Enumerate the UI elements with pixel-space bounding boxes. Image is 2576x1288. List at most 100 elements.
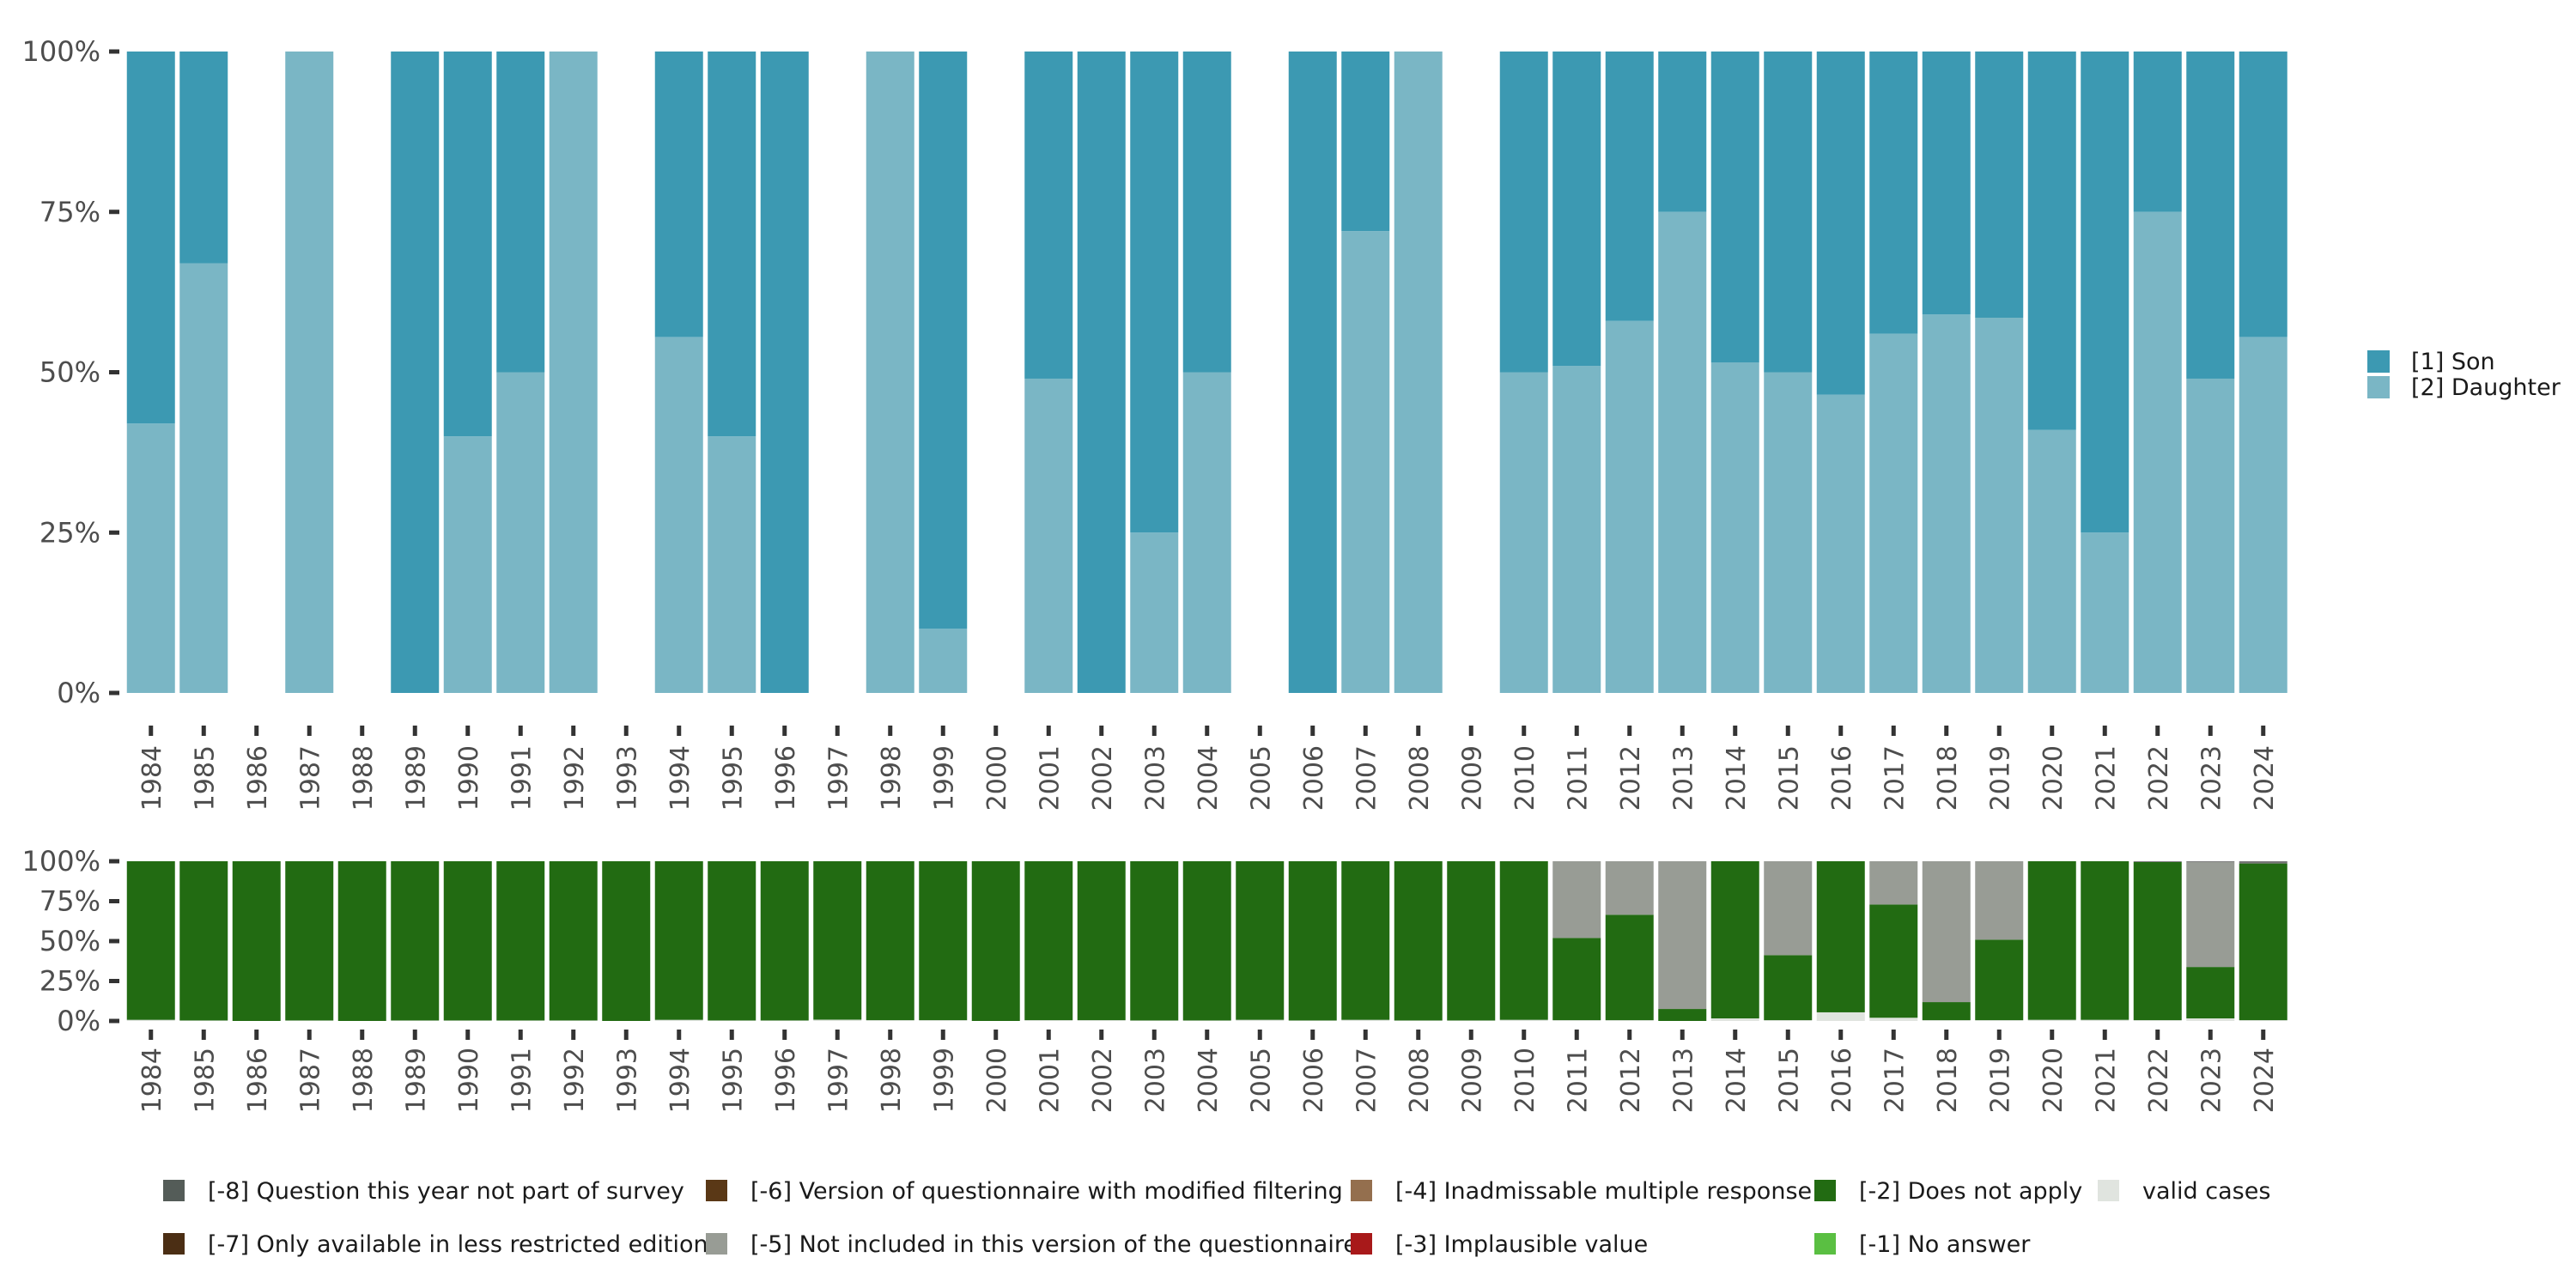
bar-segment-1987--2-does-not-apply <box>285 861 334 1021</box>
bar-segment-2010--2-daughter <box>1499 372 1548 693</box>
bar-segment-2022--2-does-not-apply <box>2133 861 2182 1021</box>
x-tick-label: 2005 <box>1246 1048 1276 1113</box>
bar-segment-2012--5-not-included-in-this-version-of-the-questionnaire <box>1605 861 1654 915</box>
bar-segment-2012--2-daughter <box>1605 320 1654 693</box>
bar-segment-2023--2-does-not-apply <box>2186 967 2235 1019</box>
x-tick-label: 1989 <box>401 745 431 811</box>
x-tick-label: 1994 <box>665 745 696 811</box>
legend-label: [-1] No answer <box>1859 1231 2031 1258</box>
bar-segment-2010--1-son <box>1499 52 1548 373</box>
x-tick-label: 2001 <box>1035 1048 1065 1113</box>
x-tick-label: 2010 <box>1510 745 1540 811</box>
x-tick-label: 1995 <box>718 745 748 811</box>
bar-segment-1989--2-does-not-apply <box>391 861 440 1021</box>
x-tick-label: 1994 <box>665 1048 696 1113</box>
x-tick-label: 1999 <box>929 745 959 811</box>
y-tick-label: 50% <box>39 356 100 389</box>
bar-segment-2001--2-daughter <box>1024 378 1073 693</box>
x-tick-label: 1990 <box>454 745 484 811</box>
bar-segment-1996--2-does-not-apply <box>760 861 809 1021</box>
x-tick-label: 2002 <box>1088 745 1118 811</box>
bar-segment-2008--2-daughter <box>1394 52 1443 693</box>
x-tick-label: 2021 <box>2091 745 2121 811</box>
bar-segment-1998--2-daughter <box>866 52 914 693</box>
x-tick-label: 1987 <box>295 1048 325 1113</box>
x-tick-label: 2010 <box>1510 1048 1540 1113</box>
x-tick-label: 2015 <box>1774 1048 1804 1113</box>
bar-segment-2015--2-daughter <box>1764 372 1813 693</box>
x-tick-label: 1992 <box>560 1048 590 1113</box>
x-tick-label: 1984 <box>137 745 167 811</box>
legend-label: [-6] Version of questionnaire with modif… <box>750 1178 1343 1205</box>
x-tick-label: 2018 <box>1933 1048 1963 1113</box>
bar-segment-1999-valid-cases <box>919 1020 968 1021</box>
x-tick-label: 2007 <box>1352 1048 1382 1113</box>
bar-segment-1999--2-does-not-apply <box>919 861 968 1021</box>
bar-segment-2015--5-not-included-in-this-version-of-the-questionnaire <box>1764 861 1813 956</box>
bar-segment-2016--1-son <box>1816 52 1865 395</box>
bar-segment-2018--2-daughter <box>1922 314 1971 693</box>
bar-segment-2002--1-son <box>1077 52 1126 693</box>
x-tick-label: 1997 <box>823 1048 854 1113</box>
bar-segment-1992--2-does-not-apply <box>549 861 598 1021</box>
x-tick-label: 2002 <box>1088 1048 1118 1113</box>
bar-segment-2011--1-son <box>1552 52 1601 367</box>
x-tick-label: 2011 <box>1563 745 1593 811</box>
y-tick-label: 100% <box>22 35 100 68</box>
bar-segment-2023--1-son <box>2186 52 2235 379</box>
bar-segment-2022--1-son <box>2133 52 2182 212</box>
x-tick-label: 1988 <box>349 745 379 811</box>
bar-segment-2010-valid-cases <box>1499 1019 1548 1021</box>
y-tick-label: 0% <box>57 1005 100 1037</box>
x-tick-label: 1997 <box>823 745 854 811</box>
bar-segment-2010--2-does-not-apply <box>1499 861 1548 1020</box>
x-tick-label: 2013 <box>1668 745 1698 811</box>
bar-segment-1991--1-son <box>496 52 545 373</box>
x-tick-label: 1992 <box>560 745 590 811</box>
x-tick-label: 2024 <box>2250 745 2280 811</box>
bar-segment-1985--2-does-not-apply <box>179 861 228 1021</box>
bar-segment-2023--2-daughter <box>2186 378 2235 693</box>
x-tick-label: 2020 <box>2038 1048 2069 1113</box>
bar-segment-2005-valid-cases <box>1236 1019 1285 1021</box>
bar-segment-2016--2-daughter <box>1816 394 1865 693</box>
bar-segment-2020-valid-cases <box>2027 1019 2076 1021</box>
bar-segment-1987--2-daughter <box>285 52 334 693</box>
bar-segment-2024--2-does-not-apply <box>2239 863 2287 1021</box>
top-chart-son-daughter: 0% 25% 50% 75% 100% 1984 1985 1986 1987 1988 1989 1… <box>22 35 2287 811</box>
bar-segment-2024--1-son <box>2239 52 2287 337</box>
bar-segment-2012--2-does-not-apply <box>1605 914 1654 1021</box>
bar-segment-2007--2-does-not-apply <box>1341 861 1390 1020</box>
bar-segment-1985--2-daughter <box>179 263 228 693</box>
bar-segment-1989--1-son <box>391 52 440 693</box>
bar-segment-2011--2-does-not-apply <box>1552 938 1601 1021</box>
bar-segment-2018--2-does-not-apply <box>1922 1002 1971 1021</box>
x-tick-label: 1991 <box>507 1048 537 1113</box>
x-tick-label: 2017 <box>1880 745 1910 811</box>
bar-segment-2018-valid-cases <box>1922 1020 1971 1021</box>
bar-segment-1984--2-does-not-apply <box>126 861 175 1020</box>
x-tick-label: 2016 <box>1827 1048 1857 1113</box>
bar-segment-1998-valid-cases <box>866 1020 914 1021</box>
bar-segment-2023--8-question-this-year-not-part-of-survey <box>2186 861 2235 862</box>
bar-segment-2017--2-does-not-apply <box>1869 904 1918 1018</box>
x-tick-label: 2014 <box>1722 745 1752 811</box>
bar-segment-1986--2-does-not-apply <box>232 861 281 1021</box>
bar-segment-2015--2-does-not-apply <box>1764 955 1813 1021</box>
bar-segment-2020--1-son <box>2027 52 2076 430</box>
legend-swatch <box>1814 1233 1836 1255</box>
bar-segment-2019--2-does-not-apply <box>1975 939 2024 1021</box>
bar-segment-2004--2-does-not-apply <box>1182 861 1231 1021</box>
x-tick-label: 2000 <box>982 745 1012 811</box>
x-tick-label: 1998 <box>877 745 907 811</box>
bar-segment-2011--2-daughter <box>1552 366 1601 693</box>
bar-segment-2004--2-daughter <box>1182 372 1231 693</box>
legend-label: [-8] Question this year not part of surv… <box>208 1178 684 1205</box>
x-tick-label: 2016 <box>1827 745 1857 811</box>
bottom-chart-missing-codes: 0% 25% 50% 75% 100% 1984 1985 1986 1987 1988 1989 1… <box>22 845 2287 1113</box>
bar-segment-2021-valid-cases <box>2081 1019 2129 1021</box>
bar-segment-2006-valid-cases <box>1288 1020 1337 1021</box>
bar-segment-1995--2-does-not-apply <box>708 861 756 1021</box>
x-tick-label: 1987 <box>295 745 325 811</box>
x-tick-label: 2007 <box>1352 745 1382 811</box>
